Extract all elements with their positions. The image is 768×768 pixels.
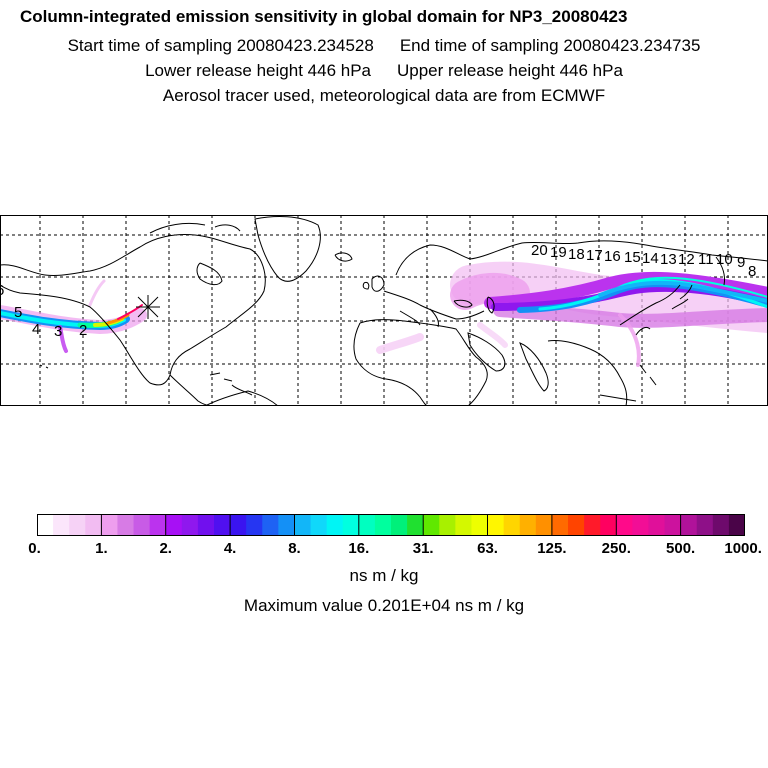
colorbar-tick-label: 125. xyxy=(537,540,567,557)
colorbar-cell xyxy=(439,514,456,536)
colorbar-tick-label: 63. xyxy=(477,540,498,557)
colorbar-cell xyxy=(391,514,408,536)
day-label: 5 xyxy=(14,304,22,321)
day-label: 20 xyxy=(531,242,548,259)
colorbar-cell xyxy=(149,514,167,536)
maximum-value-number: 0.201E+04 ns m / kg xyxy=(367,596,525,615)
colorbar-tick-label: 1. xyxy=(95,540,108,557)
colorbar-cell xyxy=(503,514,521,536)
day-label: 18 xyxy=(568,246,585,263)
day-label: 19 xyxy=(550,244,567,261)
day-label: 17 xyxy=(586,247,603,264)
colorbar-tick-label: 250. xyxy=(601,540,631,557)
colorbar-cell xyxy=(133,514,151,536)
figure-title: Column-integrated emission sensitivity i… xyxy=(20,7,628,26)
release-heights: Lower release height 446 hPa Upper releas… xyxy=(0,61,768,81)
sensitivity-plume xyxy=(0,261,768,367)
colorbar-cell xyxy=(278,514,296,536)
colorbar-tick-label: 1000. xyxy=(724,540,762,557)
end-time-label: End time of sampling xyxy=(399,36,559,55)
day-label: 15 xyxy=(624,249,641,266)
colorbar-cell xyxy=(471,514,489,536)
upper-height-value: 446 hPa xyxy=(559,61,623,80)
colorbar-cell xyxy=(616,514,633,536)
colorbar-cell xyxy=(246,514,263,536)
colorbar-cell xyxy=(696,514,714,536)
colorbar-cell xyxy=(455,514,473,536)
day-label: 8 xyxy=(748,263,756,280)
colorbar-cell xyxy=(584,514,601,536)
coastlines xyxy=(0,216,768,406)
colorbar-tick-label: 500. xyxy=(666,540,696,557)
day-label: 13 xyxy=(660,251,677,268)
colorbar-cell xyxy=(165,514,183,536)
colorbar-cell xyxy=(664,514,682,536)
colorbar-cell xyxy=(197,514,215,536)
colorbar-cell xyxy=(680,514,698,536)
day-label: 11 xyxy=(698,251,714,268)
colorbar-cell xyxy=(568,514,585,536)
day-label: 2 xyxy=(79,322,87,339)
day-label: 10 xyxy=(716,251,733,268)
colorbar-cell xyxy=(85,514,102,536)
maximum-value-label: Maximum value xyxy=(243,596,363,615)
colorbar-tick-label: 2. xyxy=(159,540,172,557)
day-label: 6 xyxy=(0,282,4,299)
colorbar-cell xyxy=(551,514,569,536)
colorbar-units: ns m / kg xyxy=(349,566,419,585)
colorbar-cell xyxy=(648,514,666,536)
world-map: 20 19 18 17 16 15 14 13 12 11 10 9 8 5 4… xyxy=(0,215,768,406)
colorbar-cell xyxy=(214,514,231,536)
day-label: 14 xyxy=(642,250,659,267)
colorbar-cell xyxy=(519,514,537,536)
graticule xyxy=(0,215,768,406)
colorbar-tick-label: 8. xyxy=(288,540,301,557)
colorbar-tick-label: 4. xyxy=(223,540,237,557)
colorbar-cell xyxy=(101,514,119,536)
colorbar-tick-label: 31. xyxy=(412,540,434,557)
day-label: 12 xyxy=(678,251,695,268)
day-label: 9 xyxy=(737,254,745,271)
colorbar-cell xyxy=(294,514,312,536)
colorbar-cell xyxy=(423,514,440,536)
colorbar xyxy=(37,514,745,536)
colorbar-cell xyxy=(374,514,392,536)
tracer-info: Aerosol tracer used, meteorological data… xyxy=(162,86,606,105)
colorbar-cell xyxy=(181,514,199,536)
colorbar-tick-label: 16. xyxy=(348,540,370,557)
day-label: 3 xyxy=(54,323,62,340)
colorbar-cell xyxy=(487,514,505,536)
colorbar-cell xyxy=(310,514,328,536)
lower-height-label: Lower release height xyxy=(145,61,303,80)
colorbar-cell xyxy=(53,514,70,536)
colorbar-cell xyxy=(37,514,54,536)
sampling-times: Start time of sampling 20080423.234528 En… xyxy=(0,36,768,56)
colorbar-cell xyxy=(535,514,553,536)
end-time-value: 20080423.234735 xyxy=(563,36,701,55)
colorbar-cell xyxy=(117,514,135,536)
colorbar-tick-label: 0. xyxy=(28,540,41,557)
colorbar-cell xyxy=(407,514,424,536)
colorbar-cell xyxy=(262,514,279,536)
day-label: 16 xyxy=(604,248,621,265)
colorbar-cell xyxy=(712,514,730,536)
maximum-value: Maximum value 0.201E+04 ns m / kg xyxy=(0,596,768,616)
colorbar-cell xyxy=(326,514,344,536)
colorbar-cell xyxy=(69,514,86,536)
upper-height-label: Upper release height xyxy=(397,61,555,80)
colorbar-cell xyxy=(358,514,376,536)
colorbar-cell xyxy=(728,514,745,536)
colorbar-cell xyxy=(600,514,617,536)
colorbar-cell xyxy=(342,514,360,536)
start-time-value: 20080423.234528 xyxy=(236,36,374,55)
day-label: 4 xyxy=(32,321,40,338)
colorbar-cell xyxy=(632,514,650,536)
lower-height-value: 446 hPa xyxy=(307,61,371,80)
release-point-star-icon xyxy=(136,295,160,319)
start-time-label: Start time of sampling xyxy=(67,36,232,55)
colorbar-cell xyxy=(230,514,247,536)
